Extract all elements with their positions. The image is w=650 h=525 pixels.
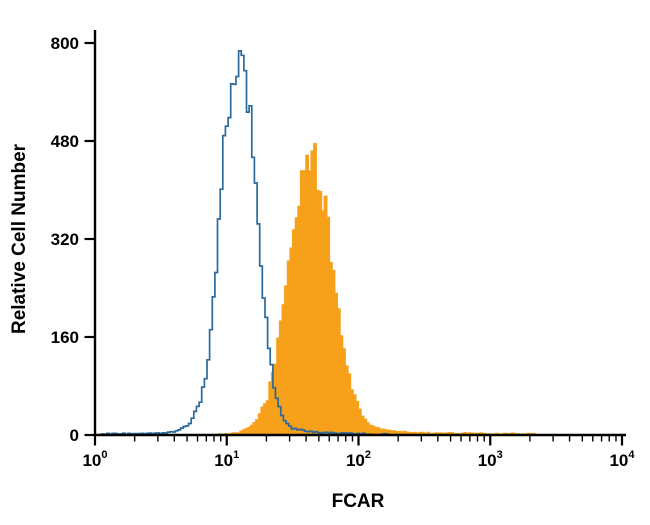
x-tick-label: 101 xyxy=(214,449,239,470)
x-tick-label: 104 xyxy=(609,449,635,470)
x-tick-label: 103 xyxy=(478,449,503,470)
y-tick-label: 0 xyxy=(70,426,79,445)
y-tick-label: 480 xyxy=(51,132,79,151)
y-tick-label: 800 xyxy=(51,34,79,53)
axes-layer xyxy=(93,30,626,437)
labels-layer: Relative Cell Number FCAR 100 101 102 103 10… xyxy=(9,34,635,512)
series-open-blue-histogram xyxy=(100,49,399,436)
series-layer xyxy=(100,49,544,436)
y-tick-label: 160 xyxy=(51,328,79,347)
x-tick-label: 100 xyxy=(82,449,107,470)
x-axis-title: FCAR xyxy=(332,491,385,512)
ticks-layer xyxy=(84,41,624,446)
y-tick-label: 320 xyxy=(51,230,79,249)
x-tick-label: 102 xyxy=(346,449,371,470)
y-axis-title: Relative Cell Number xyxy=(9,143,30,334)
